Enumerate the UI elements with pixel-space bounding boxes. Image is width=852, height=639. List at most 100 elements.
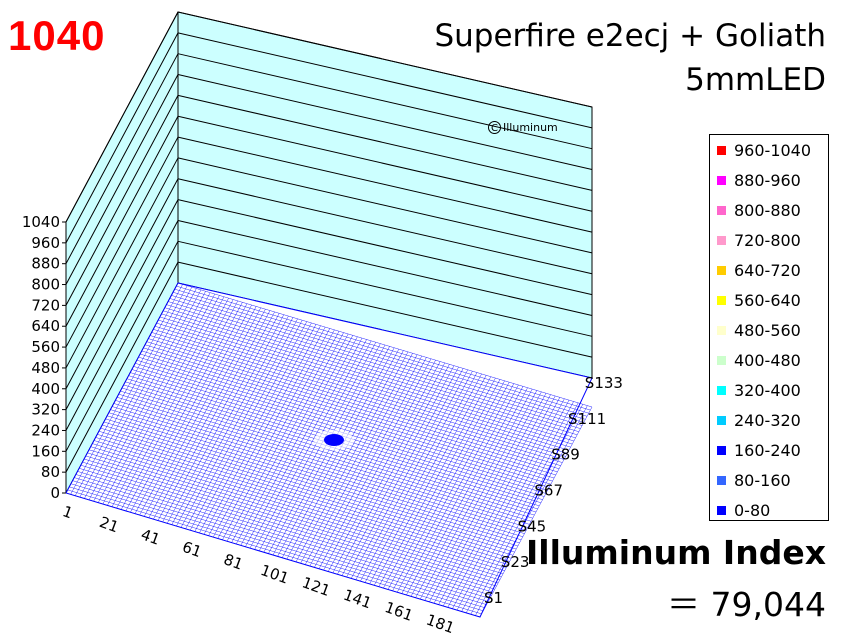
floor-mesh-line — [149, 335, 565, 460]
legend-label: 400-480 — [734, 350, 801, 370]
floor-mesh-line — [161, 313, 576, 439]
floor-mesh-line — [140, 353, 555, 479]
floor-mesh-line — [148, 338, 563, 463]
floor-mesh-line — [113, 403, 528, 528]
floor-mesh-line — [82, 461, 497, 587]
back-wall-gridline — [177, 240, 593, 337]
floor-mesh-line — [151, 332, 566, 457]
floor-mesh-line — [146, 341, 561, 466]
floor-mesh-line — [166, 304, 581, 429]
floor-mesh-line — [110, 409, 525, 534]
legend-swatch — [717, 355, 726, 365]
floor-mesh-line — [108, 412, 523, 537]
z-tick-label: 960 — [31, 234, 60, 252]
legend-item: 240-320 — [717, 410, 801, 430]
floor-mesh-line — [158, 319, 573, 445]
copyright-icon: C — [488, 121, 501, 134]
x-tick-label: 61 — [180, 538, 204, 561]
legend-swatch — [717, 265, 726, 275]
floor-mesh-line — [103, 421, 518, 547]
z-tick-label: 240 — [31, 421, 60, 439]
back-wall-gridline — [177, 178, 593, 275]
z-tick-label: 800 — [31, 276, 60, 294]
floor-mesh-line — [75, 474, 490, 599]
left-wall-gridline — [65, 115, 179, 327]
legend-label: 640-720 — [734, 260, 801, 280]
hotspot-core — [324, 434, 344, 446]
y-tick-label: S45 — [518, 517, 547, 535]
legend: 960-1040 880-960 800-880 720-800 640-720 560-… — [709, 134, 829, 521]
title-line-1: Superfire e2ecj + Goliath — [434, 18, 826, 54]
floor-mesh-line — [118, 393, 533, 519]
floor-mesh-line — [133, 366, 548, 491]
floor-mesh-line — [97, 434, 512, 559]
back-wall-gridline — [177, 115, 593, 212]
floor-mesh-line — [98, 430, 514, 556]
legend-item: 320-400 — [717, 380, 801, 400]
left-wall-gridline — [65, 53, 179, 264]
floor-mesh-line — [141, 350, 556, 476]
y-tick-label: S23 — [501, 553, 530, 571]
floor-mesh-line — [79, 468, 494, 593]
back-wall-gridline — [177, 53, 593, 150]
floor-mesh-line — [105, 418, 520, 544]
legend-label: 800-880 — [734, 200, 801, 220]
floor-mesh-line — [67, 489, 482, 615]
legend-swatch — [717, 385, 726, 395]
legend-item: 800-880 — [717, 200, 801, 220]
y-axis: S1 S23 S45 S67 S89 S111 S133 — [484, 374, 623, 607]
legend-swatch — [717, 415, 726, 425]
floor-mesh-line — [74, 477, 489, 602]
back-wall-gridline — [177, 74, 593, 171]
center-hotspot — [314, 430, 354, 450]
legend-item: 480-560 — [717, 320, 801, 340]
left-wall-gridline — [65, 32, 179, 244]
left-wall-gridline — [65, 95, 179, 306]
chart-title: Superfire e2ecj + Goliath 5mmLED — [434, 14, 826, 102]
floor-mesh-line — [135, 363, 550, 488]
y-tick-label: S89 — [551, 446, 580, 464]
legend-item: 720-800 — [717, 230, 801, 250]
left-wall-gridline — [65, 241, 179, 452]
floor-mesh-line — [138, 356, 553, 482]
back-wall-gridline — [177, 157, 593, 254]
legend-label: 80-160 — [734, 470, 791, 490]
legend-item: 160-240 — [717, 440, 801, 460]
floor-mesh-line — [169, 298, 584, 423]
x-tick-label: 181 — [424, 611, 457, 638]
legend-label: 880-960 — [734, 170, 801, 190]
legend-swatch — [717, 235, 726, 245]
floor-mesh-line — [88, 449, 504, 575]
floor-mesh-line — [107, 415, 522, 541]
legend-item: 400-480 — [717, 350, 801, 370]
z-tick-label: 720 — [31, 296, 60, 314]
floor-mesh-line — [95, 437, 510, 562]
left-wall-gridline — [65, 178, 179, 390]
floor-mesh-line — [172, 292, 588, 417]
back-wall-gridline — [177, 32, 593, 129]
left-wall-gridline — [65, 136, 179, 348]
floor-mesh-line — [143, 347, 558, 473]
floor-mesh-line — [154, 325, 570, 451]
legend-item: 80-160 — [717, 470, 791, 490]
legend-item: 960-1040 — [717, 140, 811, 160]
floor-mesh-line — [120, 390, 535, 516]
legend-swatch — [717, 175, 726, 185]
y-tick-label: S133 — [585, 374, 623, 392]
plot-walls — [65, 11, 593, 494]
z-tick-label: 160 — [31, 442, 60, 460]
back-wall-gridline — [177, 11, 593, 108]
floor-mesh-line — [92, 443, 507, 568]
legend-swatch — [717, 145, 726, 155]
floor-mesh-line — [136, 359, 551, 485]
floor-mesh-line — [90, 446, 505, 571]
floor-mesh-line — [177, 282, 593, 408]
left-wall-gridline — [65, 157, 179, 369]
left-wall-gridline — [65, 261, 179, 473]
z-tick-label: 480 — [31, 359, 60, 377]
legend-swatch — [717, 325, 726, 335]
z-tick-label: 880 — [31, 255, 60, 273]
left-wall-gridline — [65, 11, 179, 223]
